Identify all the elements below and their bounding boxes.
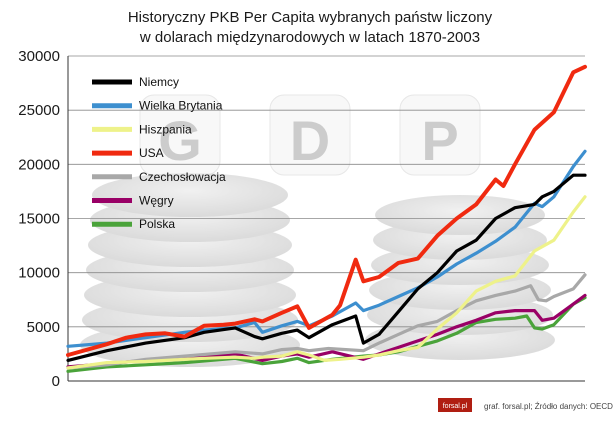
footer: forsal.pl graf. forsal.pl; Źródło danych… — [438, 398, 613, 412]
y-tick-label: 20000 — [18, 156, 60, 173]
watermark-letter-d: D — [290, 109, 330, 172]
forsal-logo-text: forsal.pl — [443, 403, 468, 410]
y-tick-label: 15000 — [18, 211, 60, 228]
legend-label: Węgry — [139, 194, 174, 208]
series-line-hiszpania — [66, 195, 587, 370]
series-line-węgry — [66, 293, 587, 369]
legend-label: Polska — [139, 217, 175, 231]
series-line-czechosłowacja — [66, 273, 587, 370]
chart-subtitle: w dolarach międzynarodowych w latach 187… — [139, 29, 480, 46]
legend-label: USA — [139, 146, 164, 160]
series-line-usa — [66, 64, 587, 357]
watermark-letter-p: P — [421, 109, 458, 172]
legend-label: Wielka Brytania — [139, 99, 223, 113]
legend-label: Hiszpania — [139, 122, 192, 136]
axes: 0 5000 10000 15000 20000 25000 30000 — [18, 48, 585, 390]
gdp-dice: G D P — [139, 94, 481, 176]
series-line-niemcy — [66, 173, 587, 362]
watermark-letter-g: G — [158, 109, 202, 172]
legend: Niemcy Wielka Brytania Hiszpania USA Czechos… — [92, 75, 226, 231]
coin-stack-left — [80, 173, 300, 367]
background-photo: G D P — [80, 94, 555, 367]
y-tick-label: 0 — [52, 373, 60, 390]
forsal-logo — [438, 398, 472, 412]
y-tick-label: 25000 — [18, 102, 60, 119]
chart-title: Historyczny PKB Per Capita wybranych pań… — [128, 9, 493, 26]
series-layer — [66, 64, 587, 373]
legend-label: Czechosłowacja — [139, 170, 226, 184]
y-tick-label: 30000 — [18, 48, 60, 65]
legend-label: Niemcy — [139, 75, 179, 89]
source-note: graf. forsal.pl; Źródło danych: OECD — [484, 402, 613, 411]
y-tick-label: 10000 — [18, 265, 60, 282]
y-tick-label: 5000 — [27, 319, 60, 336]
